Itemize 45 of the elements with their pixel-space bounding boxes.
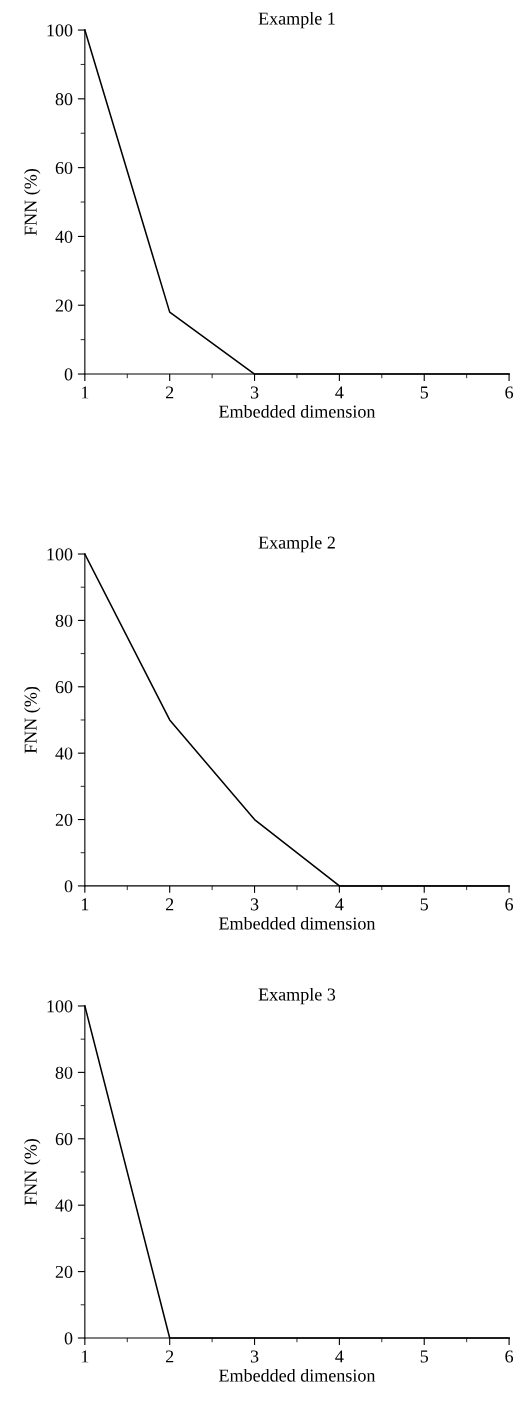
y-tick-label: 80 [55,1066,73,1079]
x-tick-label: 4 [335,1350,344,1363]
x-tick-label: 1 [81,898,89,911]
x-tick-label: 4 [335,386,344,399]
x-tick-label: 1 [81,1350,89,1363]
x-tick-label: 4 [335,898,344,911]
x-tick-label: 5 [420,898,429,911]
x-tick-label: 6 [505,898,514,911]
x-tick-label: 5 [420,386,429,399]
x-tick-label: 2 [165,386,174,399]
x-tick-label: 6 [505,1350,514,1363]
x-tick-label: 5 [420,1350,429,1363]
x-tick-label: 2 [165,1350,174,1363]
y-tick-label: 60 [55,1133,73,1146]
y-tick-label: 40 [55,1199,73,1212]
x-tick-label: 3 [250,898,259,911]
x-tick-label: 6 [505,386,514,399]
y-tick-label: 80 [55,93,73,106]
y-tick-label: 60 [55,161,73,175]
x-axis-title: Embedded dimension [219,916,376,930]
y-axis-title: FNN (%) [24,686,41,754]
y-tick-label: 80 [55,614,73,627]
y-tick-label: 100 [47,548,73,561]
y-tick-label: 0 [64,1332,73,1345]
x-axis-title: Embedded dimension [219,1368,376,1382]
y-tick-label: 0 [64,368,73,381]
x-tick-label: 1 [81,386,89,399]
y-tick-label: 60 [55,681,73,694]
y-tick-label: 100 [47,1000,73,1013]
chart-title: Example 3 [258,987,336,1005]
chart-title: Example 2 [258,535,335,553]
y-tick-label: 40 [55,747,73,760]
y-tick-label: 40 [55,230,73,243]
chart-title: Example 1 [258,11,335,29]
y-tick-label: 0 [64,880,73,893]
x-axis-title: Embedded dimension [219,404,376,418]
y-tick-label: 20 [55,1265,73,1279]
x-tick-label: 3 [250,386,259,399]
y-tick-label: 100 [47,24,73,37]
y-tick-label: 20 [55,813,73,826]
x-tick-label: 2 [165,898,174,911]
y-tick-label: 20 [55,299,73,312]
x-tick-label: 3 [250,1350,259,1363]
y-axis-title: FNN (%) [24,1138,41,1206]
y-axis-title: FNN (%) [24,168,41,236]
